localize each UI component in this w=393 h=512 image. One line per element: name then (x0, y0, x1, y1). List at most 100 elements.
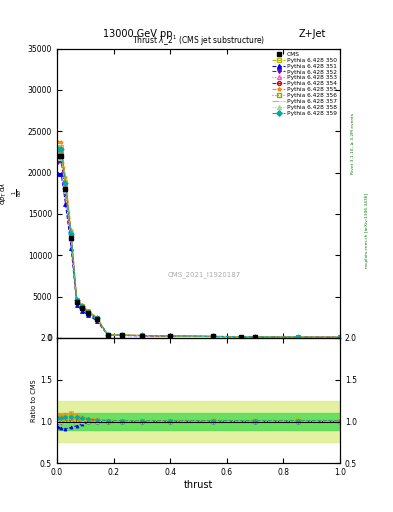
Pythia 6.428 354 (59, 153, 64, 159)
Pythia 6.428 353 (59, 150, 64, 156)
Pythia 6.428 357 (86, 309, 90, 315)
Pythia 6.428 350 (94, 315, 99, 321)
Pythia 6.428 351 (295, 334, 300, 340)
Pythia 6.428 359 (106, 332, 110, 338)
Pythia 6.428 355 (295, 334, 300, 340)
Pythia 6.428 357 (120, 332, 125, 338)
Pythia 6.428 359 (140, 332, 144, 338)
CMS (239, 334, 243, 340)
Text: CMS_2021_I1920187: CMS_2021_I1920187 (167, 271, 241, 278)
Pythia 6.428 352 (253, 334, 257, 340)
Pythia 6.428 355 (168, 333, 173, 339)
Pythia 6.428 359 (120, 332, 125, 338)
Pythia 6.428 351 (338, 334, 342, 340)
Pythia 6.428 358 (253, 334, 257, 340)
Pythia 6.428 350 (140, 332, 144, 338)
Pythia 6.428 354 (94, 315, 99, 322)
Pythia 6.428 357 (210, 333, 215, 339)
Pythia 6.428 355 (210, 333, 215, 339)
Pythia 6.428 355 (69, 227, 73, 233)
Pythia 6.428 353 (210, 333, 215, 339)
Pythia 6.428 352 (94, 316, 99, 323)
Pythia 6.428 353 (140, 332, 144, 338)
Pythia 6.428 353 (94, 315, 99, 322)
Pythia 6.428 357 (80, 304, 85, 310)
Pythia 6.428 356 (63, 182, 68, 188)
Pythia 6.428 352 (59, 159, 64, 165)
Pythia 6.428 350 (86, 308, 90, 314)
Pythia 6.428 352 (295, 334, 300, 340)
Pythia 6.428 355 (74, 296, 79, 302)
Pythia 6.428 350 (56, 144, 61, 150)
Y-axis label: $\mathrm{d}^2N$
$\mathrm{d}p_T\,\mathrm{d}\lambda$
$\frac{1}{\mathrm{d}\sigma}$: $\mathrm{d}^2N$ $\mathrm{d}p_T\,\mathrm{… (0, 182, 25, 205)
Pythia 6.428 358 (210, 333, 215, 339)
Pythia 6.428 355 (94, 314, 99, 320)
Pythia 6.428 351 (56, 171, 61, 177)
Text: mcplots.cern.ch [arXiv:1306.3436]: mcplots.cern.ch [arXiv:1306.3436] (365, 193, 369, 268)
Pythia 6.428 357 (56, 151, 61, 157)
Pythia 6.428 359 (63, 180, 68, 186)
Pythia 6.428 358 (59, 155, 64, 161)
Pythia 6.428 356 (69, 232, 73, 238)
Pythia 6.428 354 (295, 334, 300, 340)
Pythia 6.428 355 (56, 138, 61, 144)
CMS (69, 235, 73, 241)
Pythia 6.428 354 (80, 305, 85, 311)
Pythia 6.428 352 (69, 238, 73, 244)
Pythia 6.428 358 (74, 299, 79, 305)
Pythia 6.428 354 (74, 298, 79, 305)
Pythia 6.428 359 (56, 146, 61, 152)
Pythia 6.428 351 (69, 245, 73, 251)
Pythia 6.428 359 (338, 334, 342, 340)
Pythia 6.428 353 (69, 233, 73, 239)
Pythia 6.428 356 (140, 332, 144, 338)
Pythia 6.428 356 (253, 334, 257, 340)
Pythia 6.428 351 (74, 302, 79, 308)
Pythia 6.428 357 (69, 234, 73, 240)
Pythia 6.428 352 (74, 300, 79, 306)
Pythia 6.428 354 (210, 333, 215, 339)
Pythia 6.428 350 (74, 297, 79, 303)
Pythia 6.428 359 (253, 334, 257, 340)
Line: Pythia 6.428 351: Pythia 6.428 351 (57, 173, 342, 339)
Line: Pythia 6.428 356: Pythia 6.428 356 (57, 148, 342, 339)
Pythia 6.428 356 (59, 147, 64, 154)
Pythia 6.428 353 (295, 334, 300, 340)
Pythia 6.428 352 (80, 306, 85, 312)
CMS (140, 332, 144, 338)
Pythia 6.428 352 (86, 310, 90, 316)
Pythia 6.428 353 (74, 298, 79, 304)
Pythia 6.428 356 (338, 334, 342, 340)
Pythia 6.428 354 (253, 334, 257, 340)
Pythia 6.428 350 (210, 333, 215, 339)
Pythia 6.428 358 (63, 187, 68, 194)
Pythia 6.428 357 (253, 334, 257, 340)
Bar (57, 413, 340, 430)
Pythia 6.428 356 (74, 297, 79, 304)
Line: Pythia 6.428 354: Pythia 6.428 354 (57, 154, 342, 339)
Pythia 6.428 357 (59, 151, 64, 157)
Pythia 6.428 356 (86, 309, 90, 315)
Pythia 6.428 351 (210, 333, 215, 339)
Pythia 6.428 354 (106, 332, 110, 338)
Pythia 6.428 357 (63, 184, 68, 190)
Pythia 6.428 352 (140, 333, 144, 339)
CMS (86, 310, 90, 316)
Line: Pythia 6.428 353: Pythia 6.428 353 (57, 151, 342, 339)
Pythia 6.428 357 (94, 315, 99, 322)
Pythia 6.428 355 (63, 174, 68, 180)
Pythia 6.428 358 (86, 310, 90, 316)
Pythia 6.428 354 (168, 333, 173, 339)
CMS (168, 333, 173, 339)
CMS (120, 332, 125, 338)
Pythia 6.428 359 (295, 334, 300, 340)
Pythia 6.428 358 (80, 305, 85, 311)
CMS (210, 333, 215, 339)
CMS (94, 315, 99, 322)
CMS (80, 305, 85, 311)
Pythia 6.428 350 (168, 333, 173, 339)
Pythia 6.428 359 (168, 333, 173, 339)
Pythia 6.428 359 (69, 231, 73, 237)
Pythia 6.428 353 (253, 334, 257, 340)
Pythia 6.428 351 (63, 201, 68, 207)
